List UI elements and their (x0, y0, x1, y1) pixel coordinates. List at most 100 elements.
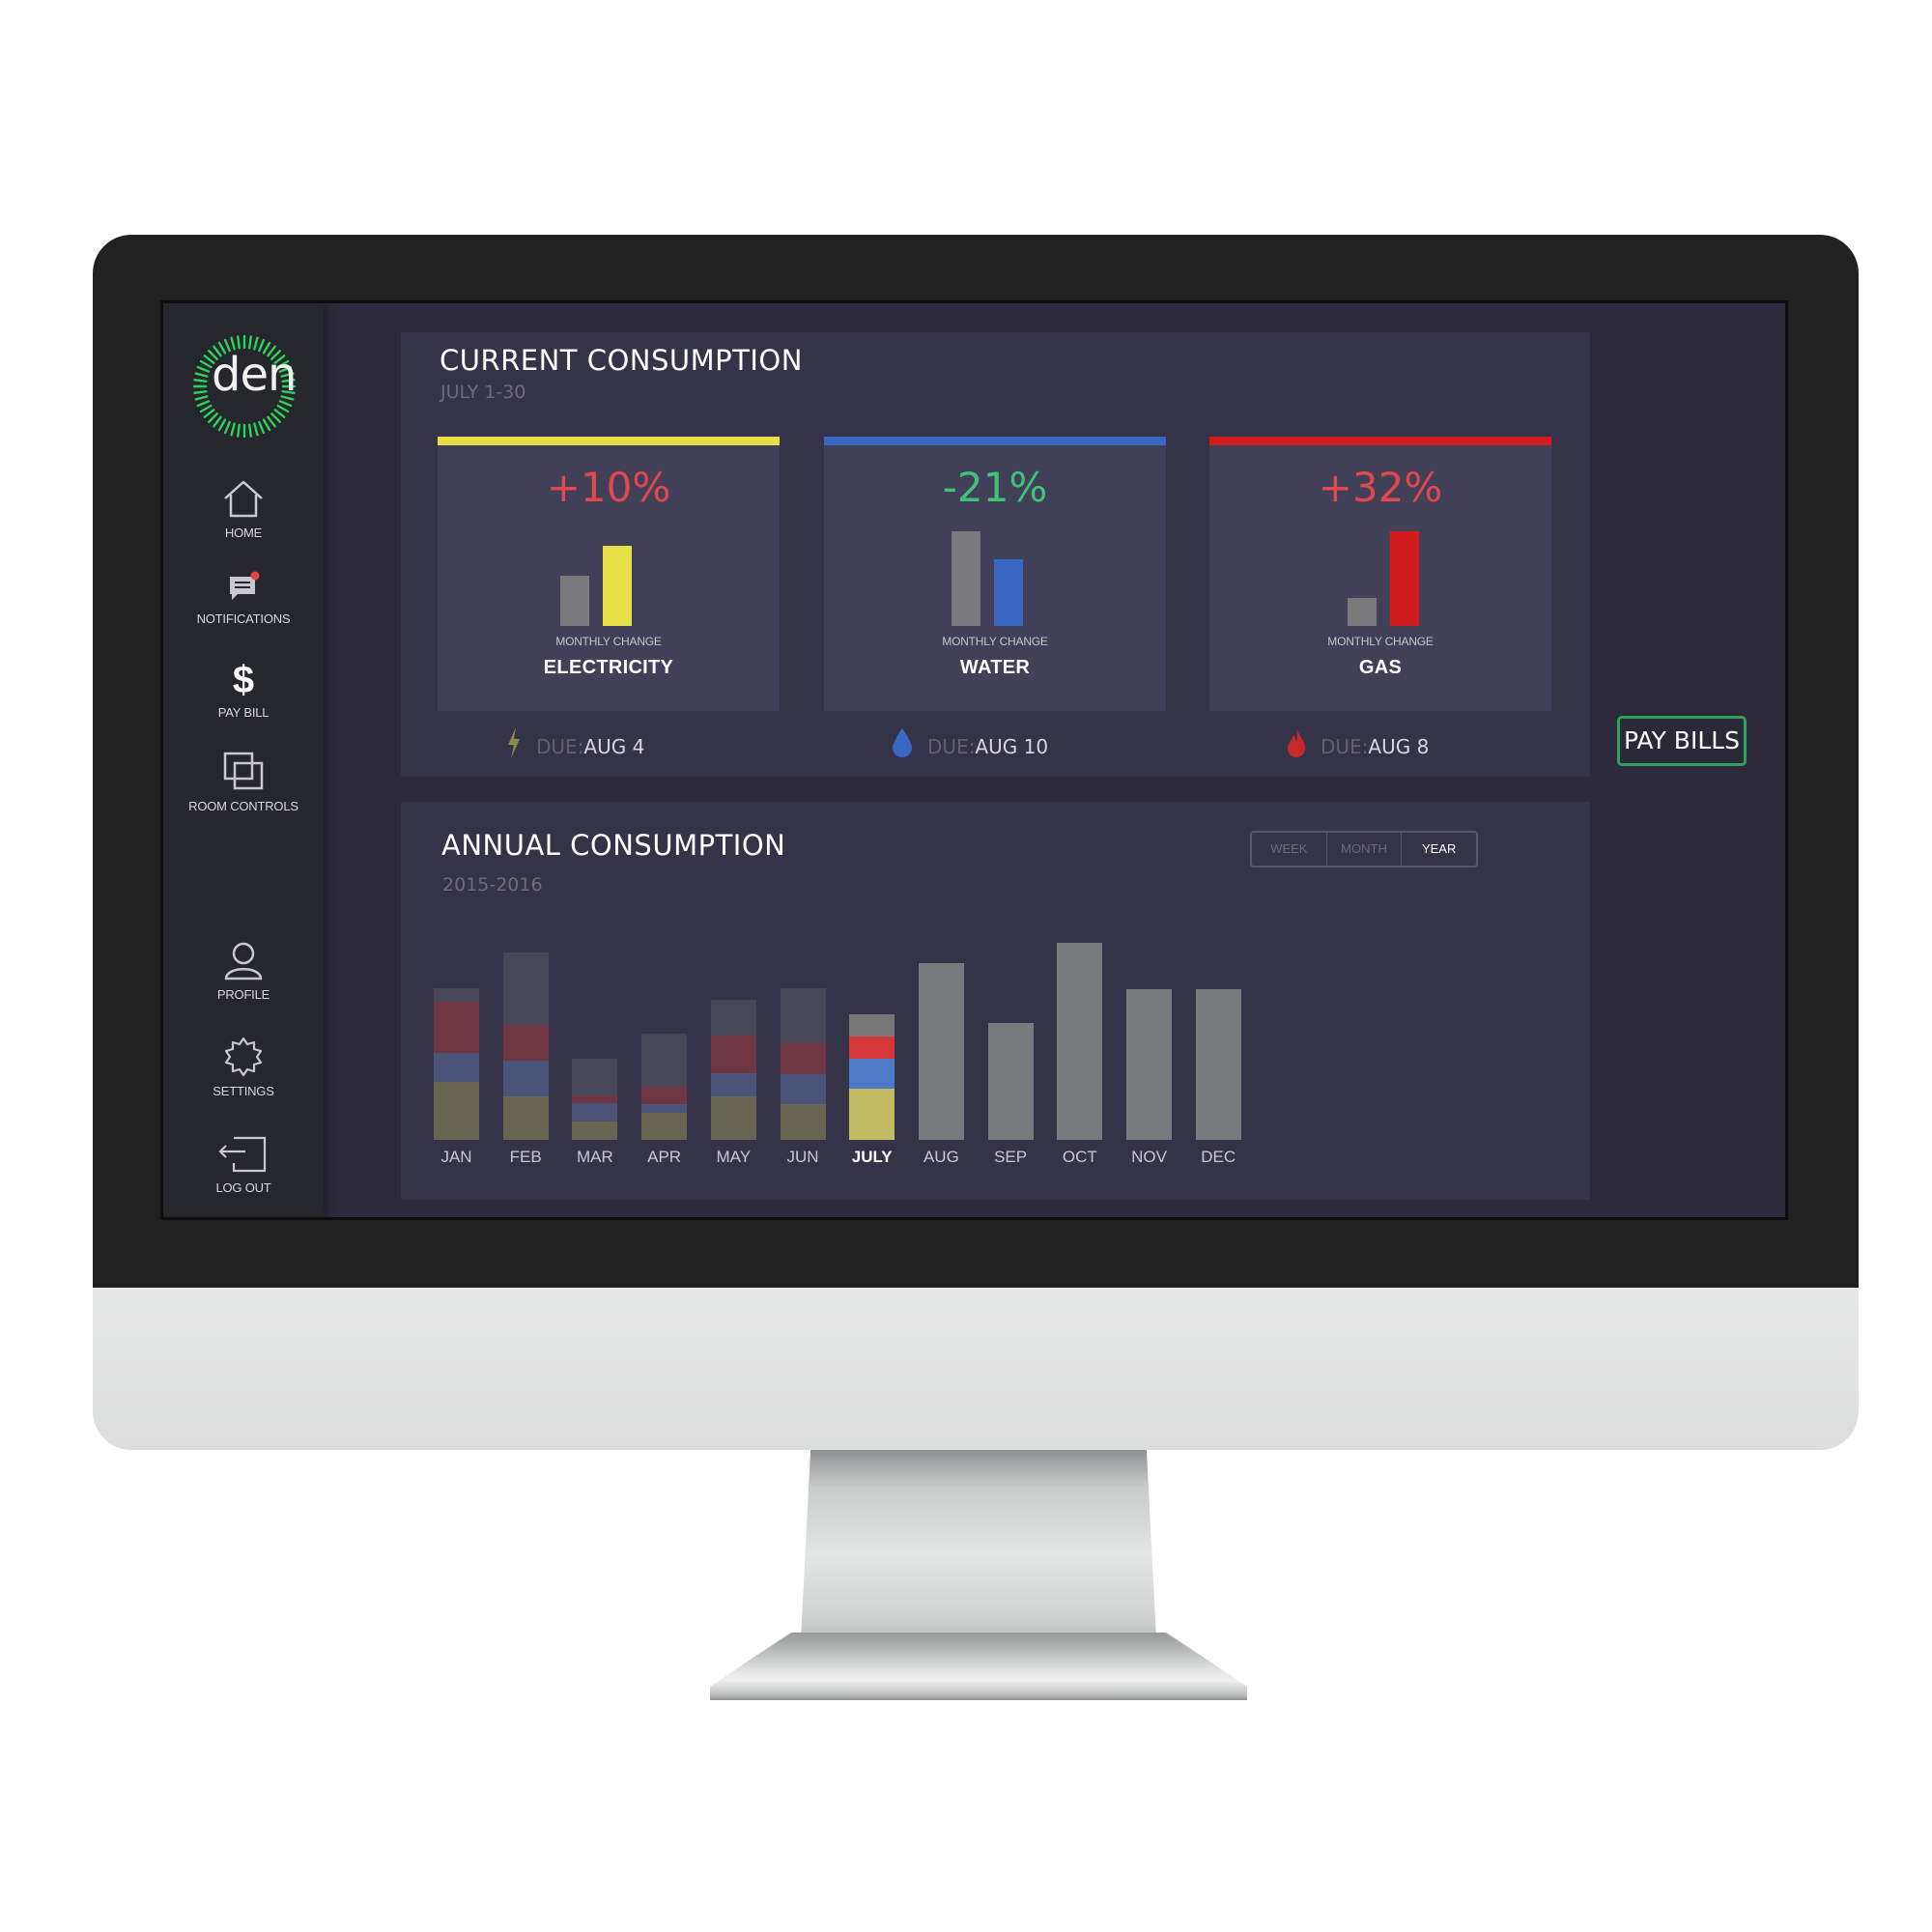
bar-segment (434, 1002, 479, 1053)
water-due-date: AUG 10 (975, 735, 1049, 758)
gas-card[interactable]: +32% MONTHLY CHANGE GAS (1209, 437, 1551, 711)
bar-segment (849, 1013, 895, 1037)
logo-ray (248, 335, 252, 350)
logo-ray (280, 372, 295, 378)
month-bar-nov[interactable] (1126, 988, 1172, 1140)
bar-segment (849, 1089, 895, 1140)
electricity-current-bar (603, 546, 632, 626)
gas-due-date: AUG 8 (1368, 735, 1430, 758)
logo-ray (273, 355, 286, 364)
month-bar-feb[interactable] (502, 952, 549, 1140)
month-bar-apr[interactable] (641, 1033, 688, 1140)
nav-room-controls[interactable]: ROOM CONTROLS (163, 751, 324, 813)
logo-ray (217, 341, 227, 355)
current-consumption-subtitle: JULY 1-30 (440, 382, 526, 403)
month-bar-july[interactable] (849, 1013, 895, 1140)
logo-ray (278, 365, 293, 373)
bar-segment (572, 1103, 618, 1122)
nav-profile[interactable]: PROFILE (163, 939, 324, 1002)
month-bar-aug[interactable] (918, 963, 964, 1140)
logo-ray (237, 423, 241, 438)
nav-home[interactable]: HOME (163, 479, 324, 540)
logo-ray (213, 345, 222, 357)
period-week-button[interactable]: WEEK (1252, 833, 1327, 866)
gas-prev-bar (1348, 598, 1377, 626)
month-label: MAR (577, 1148, 613, 1166)
logo-ray (196, 400, 211, 408)
water-change: -21% (942, 464, 1048, 511)
month-bar-dec[interactable] (1195, 988, 1241, 1140)
flame-icon (1288, 728, 1305, 757)
nav-pay-bill[interactable]: $ PAY BILL (163, 661, 324, 720)
pay-bills-button[interactable]: PAY BILLS (1617, 716, 1747, 766)
nav-logout[interactable]: LOG OUT (163, 1132, 324, 1195)
bar-segment (1195, 988, 1241, 1140)
monitor-stand (800, 1450, 1157, 1658)
bar-segment (918, 963, 964, 1140)
nav-notifications-label: NOTIFICATIONS (196, 611, 291, 626)
water-due: DUE:AUG 10 (891, 726, 1048, 759)
logo-ray (217, 418, 227, 432)
electricity-name: ELECTRICITY (543, 657, 674, 678)
electricity-prev-bar (560, 576, 589, 626)
month-bar-jan[interactable] (434, 987, 479, 1140)
annual-consumption-title: ANNUAL CONSUMPTION (441, 829, 786, 862)
month-bar-sep[interactable] (987, 1023, 1034, 1140)
logo-ray (208, 412, 218, 423)
electricity-color-bar (438, 437, 780, 445)
month-bar-oct[interactable] (1057, 943, 1103, 1140)
home-icon (224, 480, 263, 518)
nav-notifications[interactable]: NOTIFICATIONS (163, 569, 324, 626)
bar-segment (502, 1025, 549, 1062)
bar-segment (1057, 943, 1103, 1140)
gas-name: GAS (1358, 657, 1403, 678)
water-drop-icon (893, 728, 912, 757)
logo-ray (273, 409, 286, 418)
bar-segment (710, 1000, 756, 1036)
bar-segment (572, 1122, 618, 1140)
bar-segment (641, 1104, 688, 1113)
annual-bar-chart: JAN FEB MAR APR MAY JUN JULY AUG SEP OCT NOV DEC (401, 802, 1590, 1200)
nav-home-label: HOME (224, 526, 263, 540)
logo-ray (223, 338, 231, 353)
water-due-prefix: DUE: (927, 735, 976, 758)
water-color-bar (824, 437, 1166, 445)
bar-segment (434, 987, 479, 1003)
nav-profile-label: PROFILE (216, 987, 270, 1002)
water-name: WATER (959, 657, 1031, 678)
logo-ray (196, 365, 211, 373)
month-label: AUG (923, 1148, 959, 1166)
nav-settings[interactable]: SETTINGS (163, 1036, 324, 1098)
bar-segment (641, 1112, 688, 1140)
annual-consumption-panel: ANNUAL CONSUMPTION 2015-2016 WEEK MONTH … (401, 802, 1590, 1200)
den-logo[interactable]: den (192, 334, 297, 439)
electricity-card[interactable]: +10% MONTHLY CHANGE ELECTRICITY (438, 437, 780, 711)
logo-ray (208, 350, 218, 360)
logo-ray (199, 359, 213, 369)
logo-ray (258, 420, 266, 435)
water-monthly-change-label: MONTHLY CHANGE (942, 635, 1048, 648)
dollar-icon: $ (232, 659, 255, 701)
period-month-button[interactable]: MONTH (1327, 833, 1403, 866)
month-bar-may[interactable] (710, 1000, 756, 1140)
logo-ray (203, 355, 215, 364)
month-label: MAY (716, 1148, 752, 1166)
bar-segment (849, 1058, 895, 1090)
logo-ray (237, 335, 241, 350)
logo-ray (267, 345, 276, 357)
logo-ray (248, 423, 252, 438)
water-current-bar (994, 559, 1023, 626)
month-label: FEB (509, 1148, 542, 1166)
logo-ray (281, 379, 296, 383)
logo-ray (230, 422, 236, 437)
period-year-button[interactable]: YEAR (1421, 841, 1457, 856)
current-consumption-panel: CURRENT CONSUMPTION JULY 1-30 +10% MONTH… (401, 332, 1590, 777)
month-label: JAN (440, 1148, 472, 1166)
logo-ray (262, 418, 271, 432)
logo-ray (258, 338, 266, 353)
gear-icon (224, 1037, 263, 1077)
month-bar-mar[interactable] (572, 1059, 618, 1140)
electricity-due-prefix: DUE: (536, 735, 584, 758)
water-card[interactable]: -21% MONTHLY CHANGE WATER (824, 437, 1166, 711)
month-bar-jun[interactable] (780, 987, 826, 1140)
